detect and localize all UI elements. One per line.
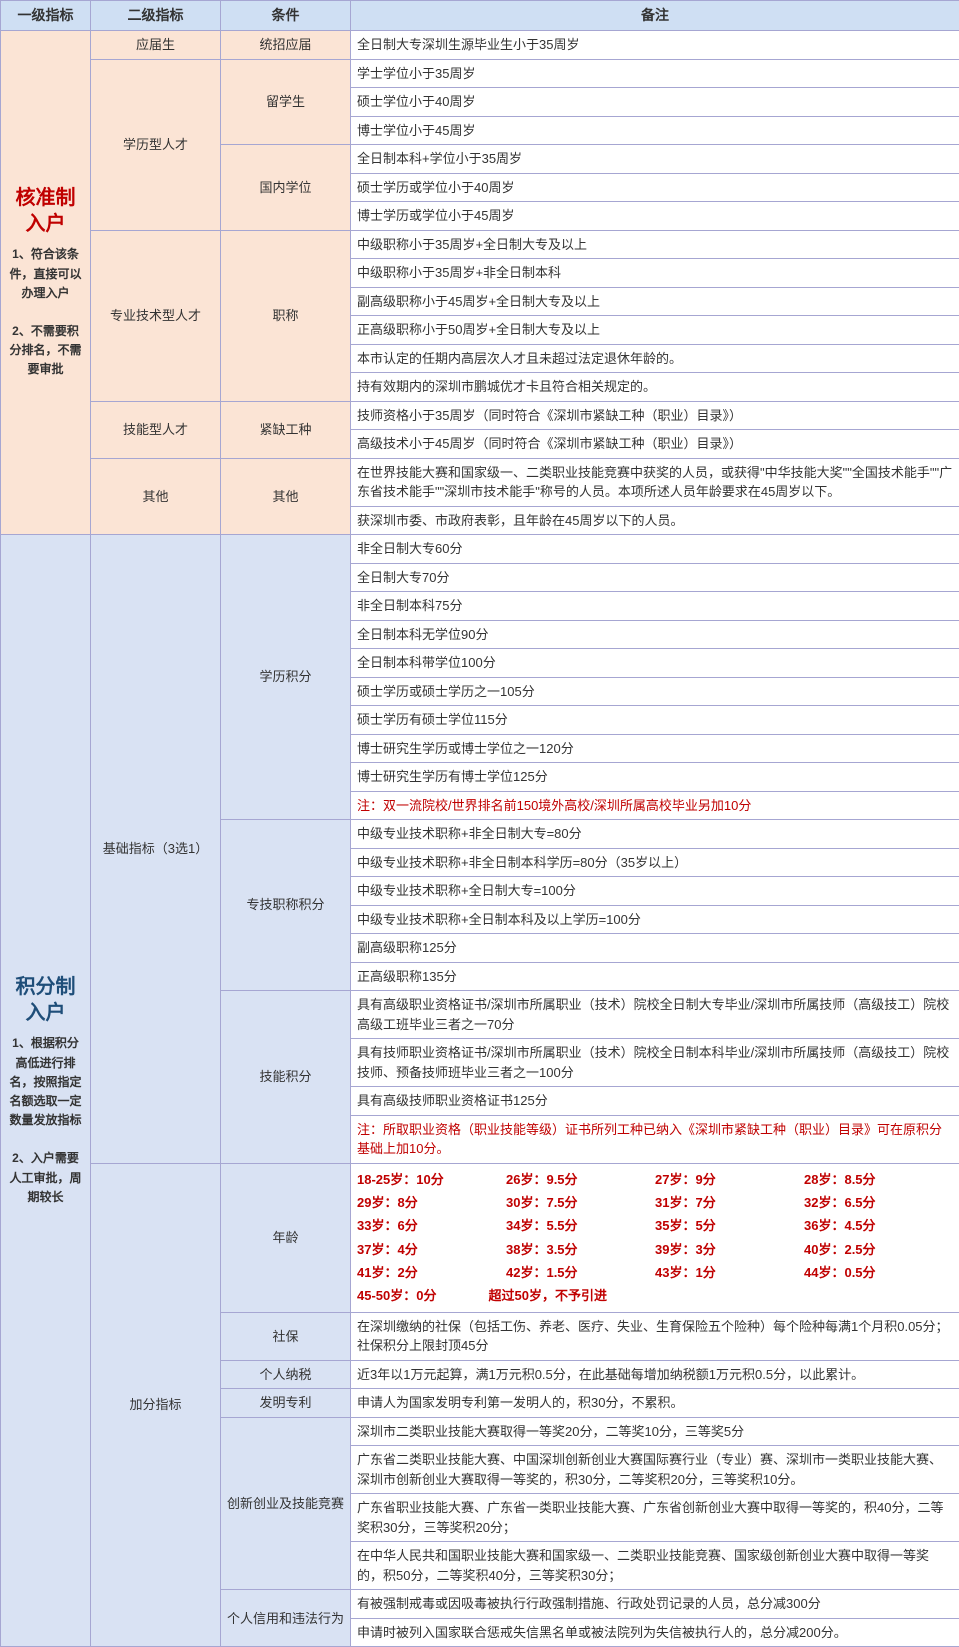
table-row: 其他其他在世界技能大赛和国家级一、二类职业技能竞赛中获奖的人员，或获得"中华技能… bbox=[1, 458, 959, 506]
hdr-c4: 备注 bbox=[351, 1, 959, 31]
table-row: 核准制入户1、符合该条件，直接可以办理入户2、不需要积分排名，不需要审批应届生统… bbox=[1, 31, 959, 60]
hdr-c2: 二级指标 bbox=[91, 1, 221, 31]
header-row: 一级指标 二级指标 条件 备注 bbox=[1, 1, 959, 31]
table-row: 专业技术型人才职称中级职称小于35周岁+全日制大专及以上 bbox=[1, 230, 959, 259]
policy-table: 一级指标 二级指标 条件 备注 核准制入户1、符合该条件，直接可以办理入户2、不… bbox=[0, 0, 959, 1647]
table-row: 积分制入户1、根据积分高低进行排名，按照指定名额选取一定数量发放指标2、入户需要… bbox=[1, 535, 959, 564]
hdr-c1: 一级指标 bbox=[1, 1, 91, 31]
table-row: 学历型人才留学生学士学位小于35周岁 bbox=[1, 59, 959, 88]
hdr-c3: 条件 bbox=[221, 1, 351, 31]
table-row: 技能型人才紧缺工种技师资格小于35周岁（同时符合《深圳市紧缺工种（职业）目录》） bbox=[1, 401, 959, 430]
table-row: 加分指标年龄18-25岁：10分26岁：9.5分27岁：9分28岁：8.5分29… bbox=[1, 1163, 959, 1312]
